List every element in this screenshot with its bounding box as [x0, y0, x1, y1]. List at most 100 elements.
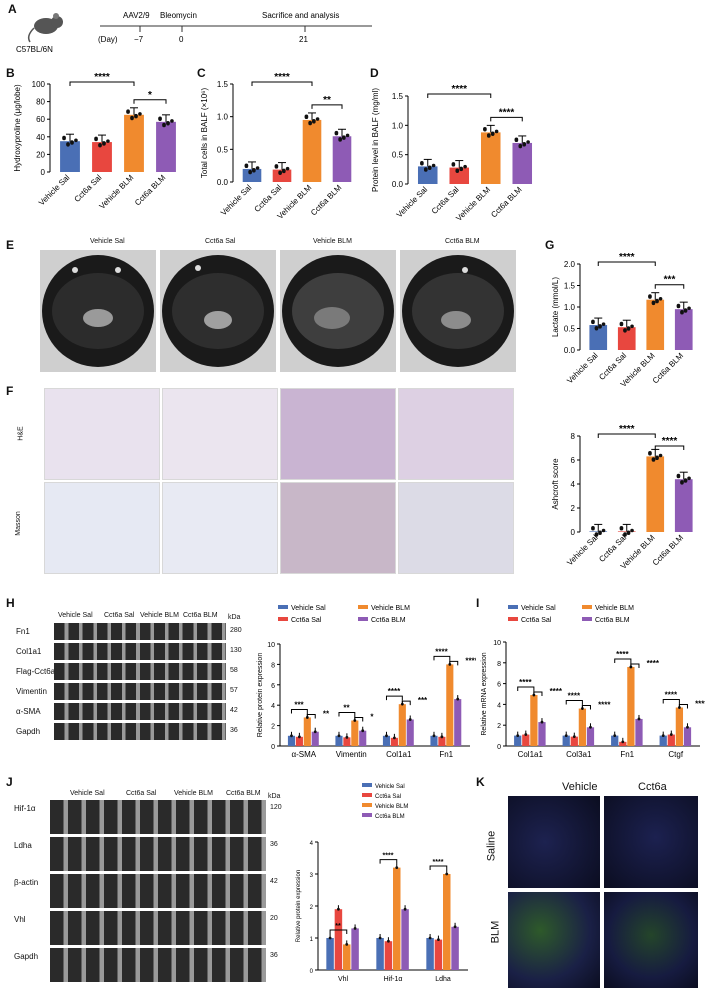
wb-h-kda-header: kDa	[228, 614, 241, 621]
data-point	[308, 121, 312, 126]
y-axis-label: Relative mRNA expression	[481, 652, 488, 735]
data-point	[621, 740, 625, 744]
legend-swatch	[362, 813, 372, 817]
wb-band-label: Vhl	[14, 915, 26, 924]
bar	[449, 167, 470, 184]
ct-label-vehicle-sal: Vehicle Sal	[90, 238, 125, 245]
data-point	[687, 476, 691, 481]
significance-label: ****	[662, 436, 678, 447]
data-point	[162, 123, 166, 128]
data-point	[361, 729, 365, 733]
masson-vehicle-sal	[44, 482, 160, 574]
wb-band-strip	[50, 874, 266, 908]
y-tick-label: 6	[271, 683, 275, 690]
bar	[287, 735, 296, 746]
y-tick-label: 0.0	[217, 178, 229, 187]
bar	[522, 734, 530, 746]
wb-h-header-vehicle-blm: Vehicle BLM	[140, 612, 179, 619]
timeline-diagram: C57BL/6N (Day) AAV2/9 Bleomycin Sacrific…	[16, 11, 372, 54]
y-tick-label: 4	[310, 841, 314, 847]
data-point	[328, 936, 332, 940]
bar	[646, 299, 665, 350]
he-row-label: H&E	[17, 426, 25, 441]
bar	[578, 708, 587, 746]
x-tick-label: α-SMA	[291, 750, 316, 759]
significance-bracket	[69, 81, 135, 86]
bar	[401, 909, 409, 970]
bar	[390, 737, 398, 746]
y-axis-label: Ashcroft score	[551, 458, 560, 510]
wb-h-header-cct6a-sal: Cct6a Sal	[104, 612, 135, 619]
data-point	[651, 458, 656, 462]
data-point	[248, 170, 252, 175]
significance-label: ***	[664, 275, 676, 286]
y-axis-label: Relative protein expression	[296, 870, 302, 942]
y-tick-label: 0.0	[564, 346, 576, 355]
y-tick-label: 2	[271, 724, 275, 731]
if-vehicle-blm	[508, 892, 600, 988]
day-21: 21	[299, 35, 308, 44]
data-point	[623, 329, 627, 333]
data-point	[98, 143, 102, 148]
y-axis-label: Lactate (mmol/L)	[551, 277, 560, 337]
bar	[514, 735, 522, 746]
data-point	[282, 169, 286, 174]
data-point	[334, 131, 339, 136]
significance-label: *	[370, 713, 374, 722]
legend-swatch	[582, 605, 592, 609]
x-tick-label: Vehicle Sal	[37, 173, 72, 208]
data-point	[255, 166, 260, 170]
significance-bracket	[290, 708, 308, 714]
wb-band-label: β-actin	[14, 878, 39, 887]
significance-bracket	[654, 445, 685, 450]
k-col-cct6a: Cct6a	[638, 781, 667, 793]
significance-bracket	[490, 116, 523, 122]
data-point	[313, 730, 317, 734]
k-row-blm: BLM	[489, 920, 502, 944]
significance-bracket	[338, 712, 356, 717]
wb-kda-value: 42	[270, 878, 278, 885]
significance-bracket	[678, 704, 688, 709]
data-point	[687, 306, 691, 311]
event-sacrifice: Sacrifice and analysis	[262, 11, 339, 20]
significance-label: ****	[499, 107, 515, 118]
data-point	[62, 136, 66, 141]
bar	[382, 735, 391, 746]
x-tick-label: Cct6a BLM	[489, 185, 524, 220]
legend-swatch	[278, 605, 288, 609]
y-tick-label: 0	[271, 744, 275, 751]
y-tick-label: 3	[310, 873, 314, 879]
y-axis-label: Total cells in BALF (×10⁶)	[200, 88, 209, 179]
significance-bracket	[614, 658, 632, 663]
significance-bracket	[449, 660, 459, 666]
y-tick-label: 4	[271, 703, 275, 710]
legend-label: Vehicle Sal	[521, 605, 556, 612]
data-point	[669, 733, 673, 736]
y-tick-label: 0.0	[392, 180, 404, 189]
significance-label: ****	[388, 687, 401, 696]
bar	[359, 730, 367, 746]
y-tick-label: 1.0	[392, 121, 404, 130]
bar	[512, 142, 533, 184]
data-point	[102, 142, 106, 146]
wb-kda-value: 36	[270, 952, 278, 959]
significance-bracket	[354, 717, 364, 722]
data-point	[526, 140, 530, 144]
he-vehicle-sal	[44, 388, 160, 480]
chart-d-protein-level: 0.0 0.5 1.0 1.5 Protein level in BALF (mg/ml…	[371, 84, 533, 223]
if-cct6a-saline	[604, 796, 698, 888]
bar	[443, 874, 451, 970]
significance-label: **	[323, 95, 331, 106]
data-point	[138, 112, 142, 116]
data-point	[676, 474, 681, 479]
bar	[667, 734, 675, 746]
data-point	[453, 925, 457, 929]
wb-band-strip	[54, 723, 226, 740]
data-point	[613, 734, 617, 737]
data-point	[658, 453, 663, 458]
data-point	[342, 136, 346, 140]
bar	[332, 136, 352, 182]
significance-label: ****	[451, 84, 467, 95]
bar	[295, 736, 303, 746]
legend-label: Cct6a BLM	[371, 617, 406, 624]
